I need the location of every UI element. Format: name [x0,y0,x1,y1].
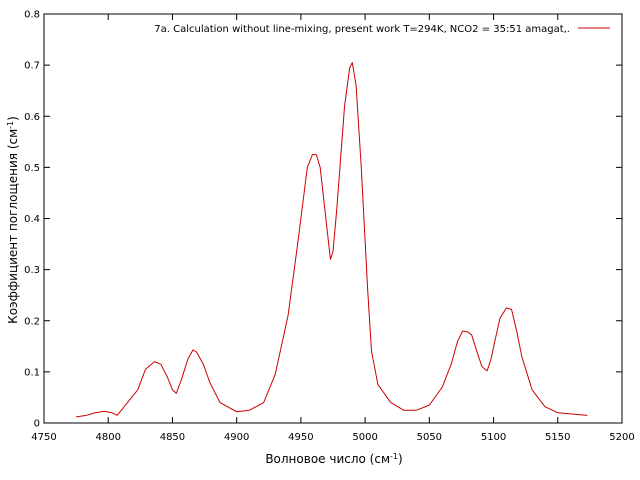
y-tick-label: 0.8 [24,10,40,21]
y-axis-title-sup: -1 [6,121,15,129]
y-tick-label: 0 [34,419,40,430]
y-axis-title-end: ) [6,116,20,121]
y-tick-label: 0.3 [24,265,40,276]
x-tick-label: 5150 [545,432,570,443]
y-tick-label: 0.1 [24,367,40,378]
y-tick-label: 0.7 [24,61,40,72]
x-tick-label: 5050 [417,432,442,443]
x-tick-label: 4750 [31,432,56,443]
x-tick-label: 4950 [288,432,313,443]
legend: 7a. Calculation without line-mixing, pre… [154,24,610,35]
y-tick-label: 0.6 [24,112,40,123]
x-tick-label: 5000 [352,432,377,443]
x-axis-title-sup: -1 [390,452,398,461]
x-tick-label: 4800 [95,432,120,443]
y-tick-label: 0.5 [24,163,40,174]
y-axis-title-main: Коэффициент поглощения (см [6,129,20,324]
x-axis-title-end: ) [398,452,403,466]
x-tick-label: 4900 [224,432,249,443]
x-axis-title-main: Волновое число (см [265,452,390,466]
axis-ticks [43,13,623,424]
axis-tick-labels: 4750 4800 4850 4900 4950 5000 5050 5100 5150 5200… [24,10,635,444]
y-axis-title: Коэффициент поглощения (см-1) [6,116,21,324]
x-tick-label: 5100 [481,432,506,443]
plot-frame [43,13,623,424]
y-tick-label: 0.2 [24,316,40,327]
x-axis-title: Волновое число (см-1) [265,452,402,467]
y-tick-label: 0.4 [24,214,40,225]
series-layer [76,62,588,418]
x-tick-label: 5200 [609,432,634,443]
legend-entry-label: 7a. Calculation without line-mixing, pre… [154,24,570,35]
x-tick-label: 4850 [160,432,185,443]
series-line [76,62,588,418]
